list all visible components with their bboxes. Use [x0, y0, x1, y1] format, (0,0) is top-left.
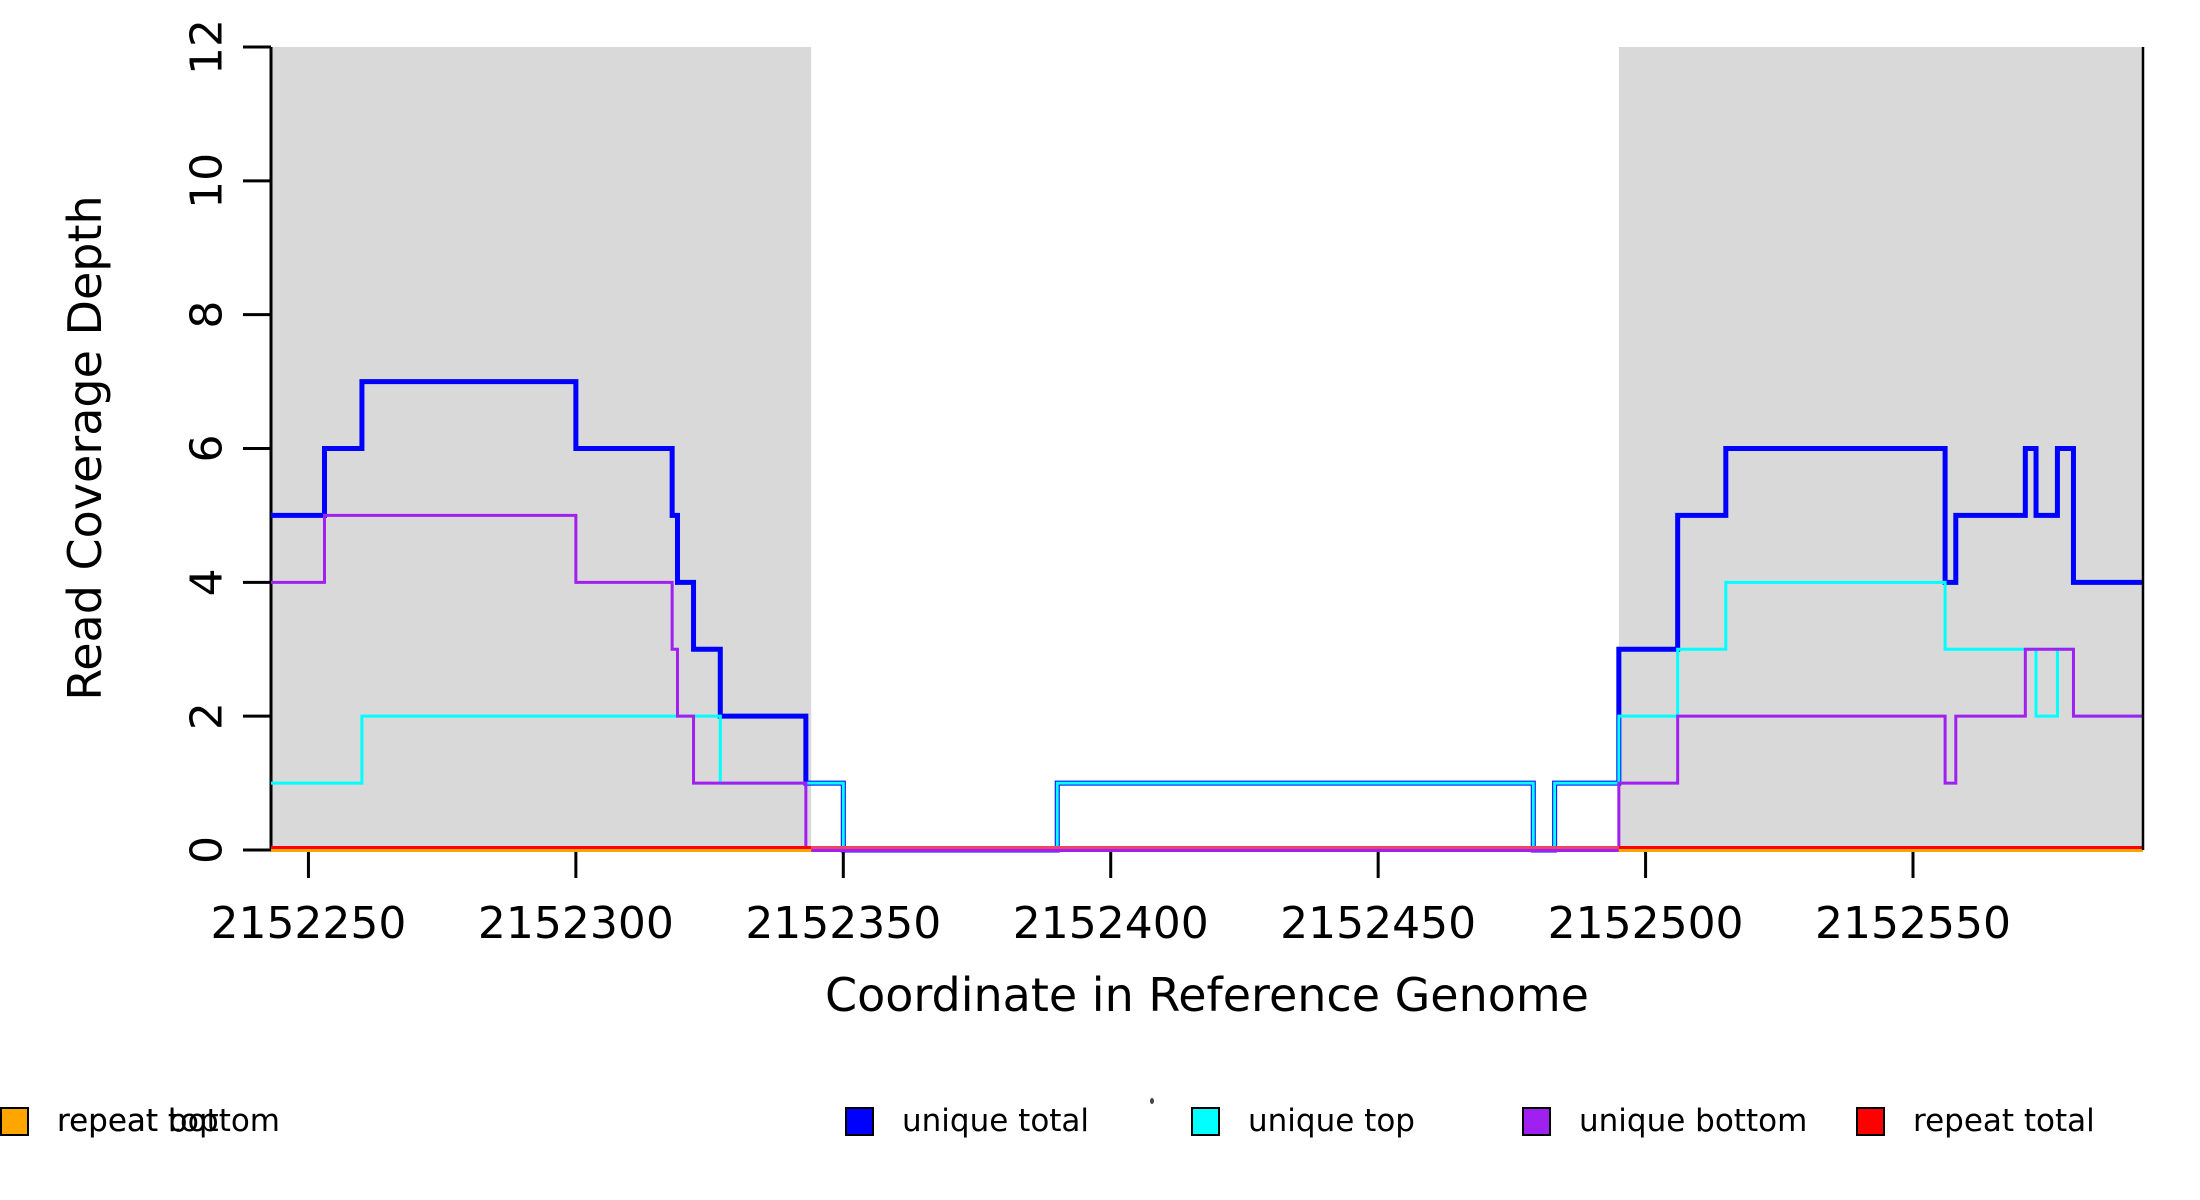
unique-total-swatch-icon [845, 1106, 874, 1136]
legend-item-unique-top: unique top [1191, 1100, 1415, 1142]
y-tick-label: 6 [182, 435, 233, 463]
unique-bottom-swatch-icon [1522, 1106, 1551, 1136]
x-tick-label: 2152450 [1280, 898, 1476, 949]
legend-label: unique total [902, 1103, 1090, 1139]
legend-item-repeat-total: repeat total [1856, 1100, 2095, 1142]
legend-item-repeat-top: repeat top [0, 1100, 219, 1142]
x-tick-label: 2152300 [478, 898, 674, 949]
unique-top-swatch-icon [1191, 1106, 1220, 1136]
y-tick-label: 10 [182, 153, 233, 209]
y-tick-label: 2 [182, 702, 233, 730]
legend-item-repeat-bottom: repeat bottom [0, 1100, 280, 1142]
y-tick-label: 12 [182, 19, 233, 75]
x-tick-label: 2152400 [1013, 898, 1209, 949]
x-tick-label: 2152500 [1548, 898, 1744, 949]
y-axis-title: Read Coverage Depth [58, 195, 112, 701]
x-tick-label: 2152550 [1815, 898, 2011, 949]
legend-item-unique-bottom: unique bottom [1522, 1100, 1807, 1142]
y-tick-label: 0 [182, 836, 233, 864]
legend-item-unique-total: unique total [845, 1100, 1089, 1142]
legend-label: unique bottom [1579, 1103, 1808, 1139]
x-tick-label: 2152250 [210, 898, 406, 949]
legend-label: unique top [1248, 1103, 1415, 1139]
x-axis-title: Coordinate in Reference Genome [825, 968, 1589, 1022]
repeat-total-swatch-icon [1856, 1106, 1885, 1136]
y-tick-label: 4 [182, 568, 233, 596]
stray-mark [1150, 1098, 1154, 1104]
legend-label: repeat top [57, 1103, 219, 1139]
x-tick-label: 2152350 [745, 898, 941, 949]
legend-label: repeat total [1913, 1103, 2095, 1139]
y-tick-label: 8 [182, 301, 233, 329]
legend-label: repeat bottom [57, 1103, 281, 1139]
repeat-bottom-swatch-icon [0, 1106, 29, 1136]
